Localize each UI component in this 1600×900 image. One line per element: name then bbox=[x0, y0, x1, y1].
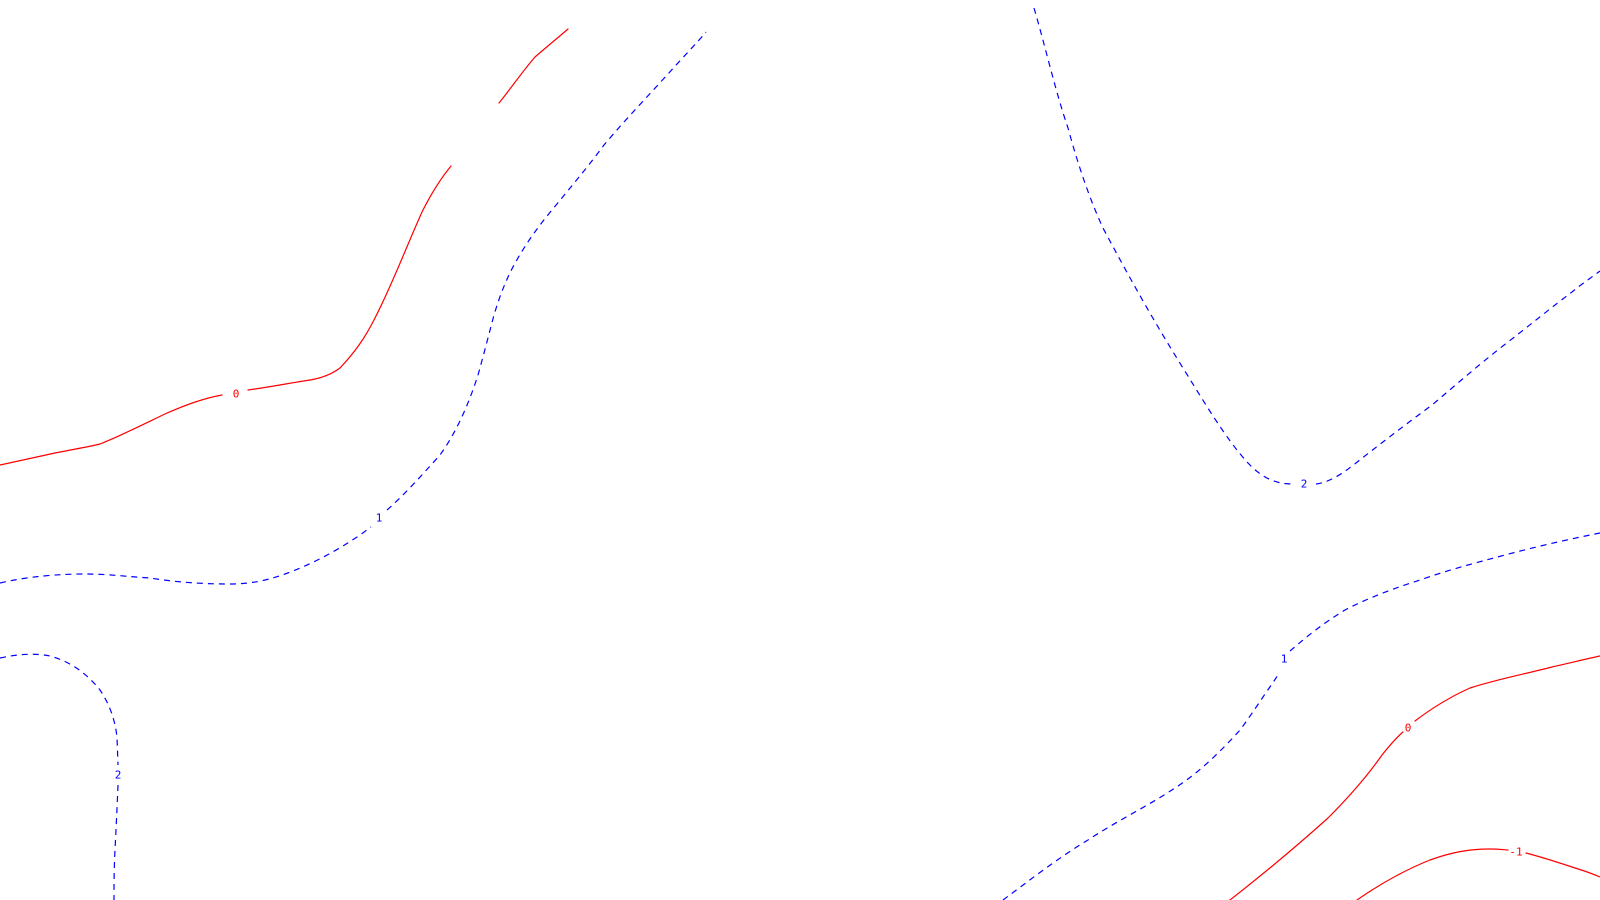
contour-line-level-1-southeast: 1 bbox=[1002, 532, 1600, 900]
contour-label-1-southeast: 1 bbox=[1281, 653, 1288, 666]
contour-label-0-northwest: 0 bbox=[233, 388, 240, 401]
contour-line-level-0-northwest: 0 bbox=[0, 28, 569, 466]
contour-label-2-northeast: 2 bbox=[1301, 478, 1308, 491]
contour-label-1-west: 1 bbox=[376, 512, 383, 525]
contour-line-level-2-southwest: 2 bbox=[0, 653, 122, 900]
contour-label-0-southeast: 0 bbox=[1405, 722, 1412, 735]
contour-line-level-2-northeast: 2 bbox=[1033, 7, 1600, 491]
contour-line-level-1-west: 1 bbox=[0, 31, 707, 585]
contour-label-2-southwest: 2 bbox=[115, 769, 122, 782]
contour-line-level-0-southeast: 0 bbox=[1229, 655, 1600, 900]
contour-label-neg1-southeast: -1 bbox=[1509, 846, 1522, 859]
contour-line-level-neg1-southeast: -1 bbox=[1356, 846, 1600, 900]
